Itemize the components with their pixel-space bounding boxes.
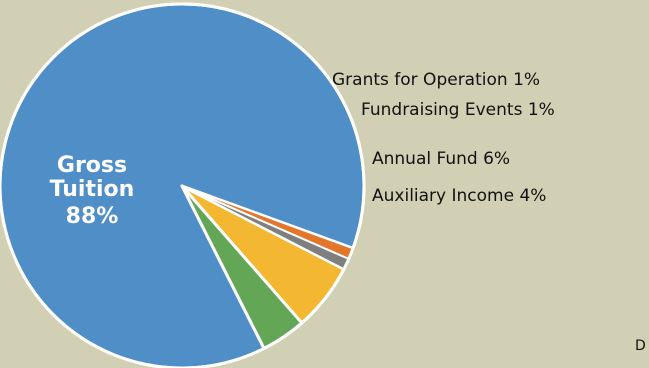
inner-label-line1: Gross: [57, 153, 127, 178]
label-auxiliary-income: Auxiliary Income 4%: [372, 186, 546, 206]
footer-text: D: [635, 338, 646, 354]
pie-outline: [0, 2, 366, 368]
label-annual-fund: Annual Fund 6%: [372, 149, 510, 169]
pie-slices: [0, 2, 366, 368]
inner-label-line3: 88%: [66, 204, 119, 229]
label-grants-for-operation: Grants for Operation 1%: [332, 70, 540, 90]
inner-label-line2: Tuition: [50, 177, 135, 202]
label-fundraising-events: Fundraising Events 1%: [361, 100, 555, 120]
